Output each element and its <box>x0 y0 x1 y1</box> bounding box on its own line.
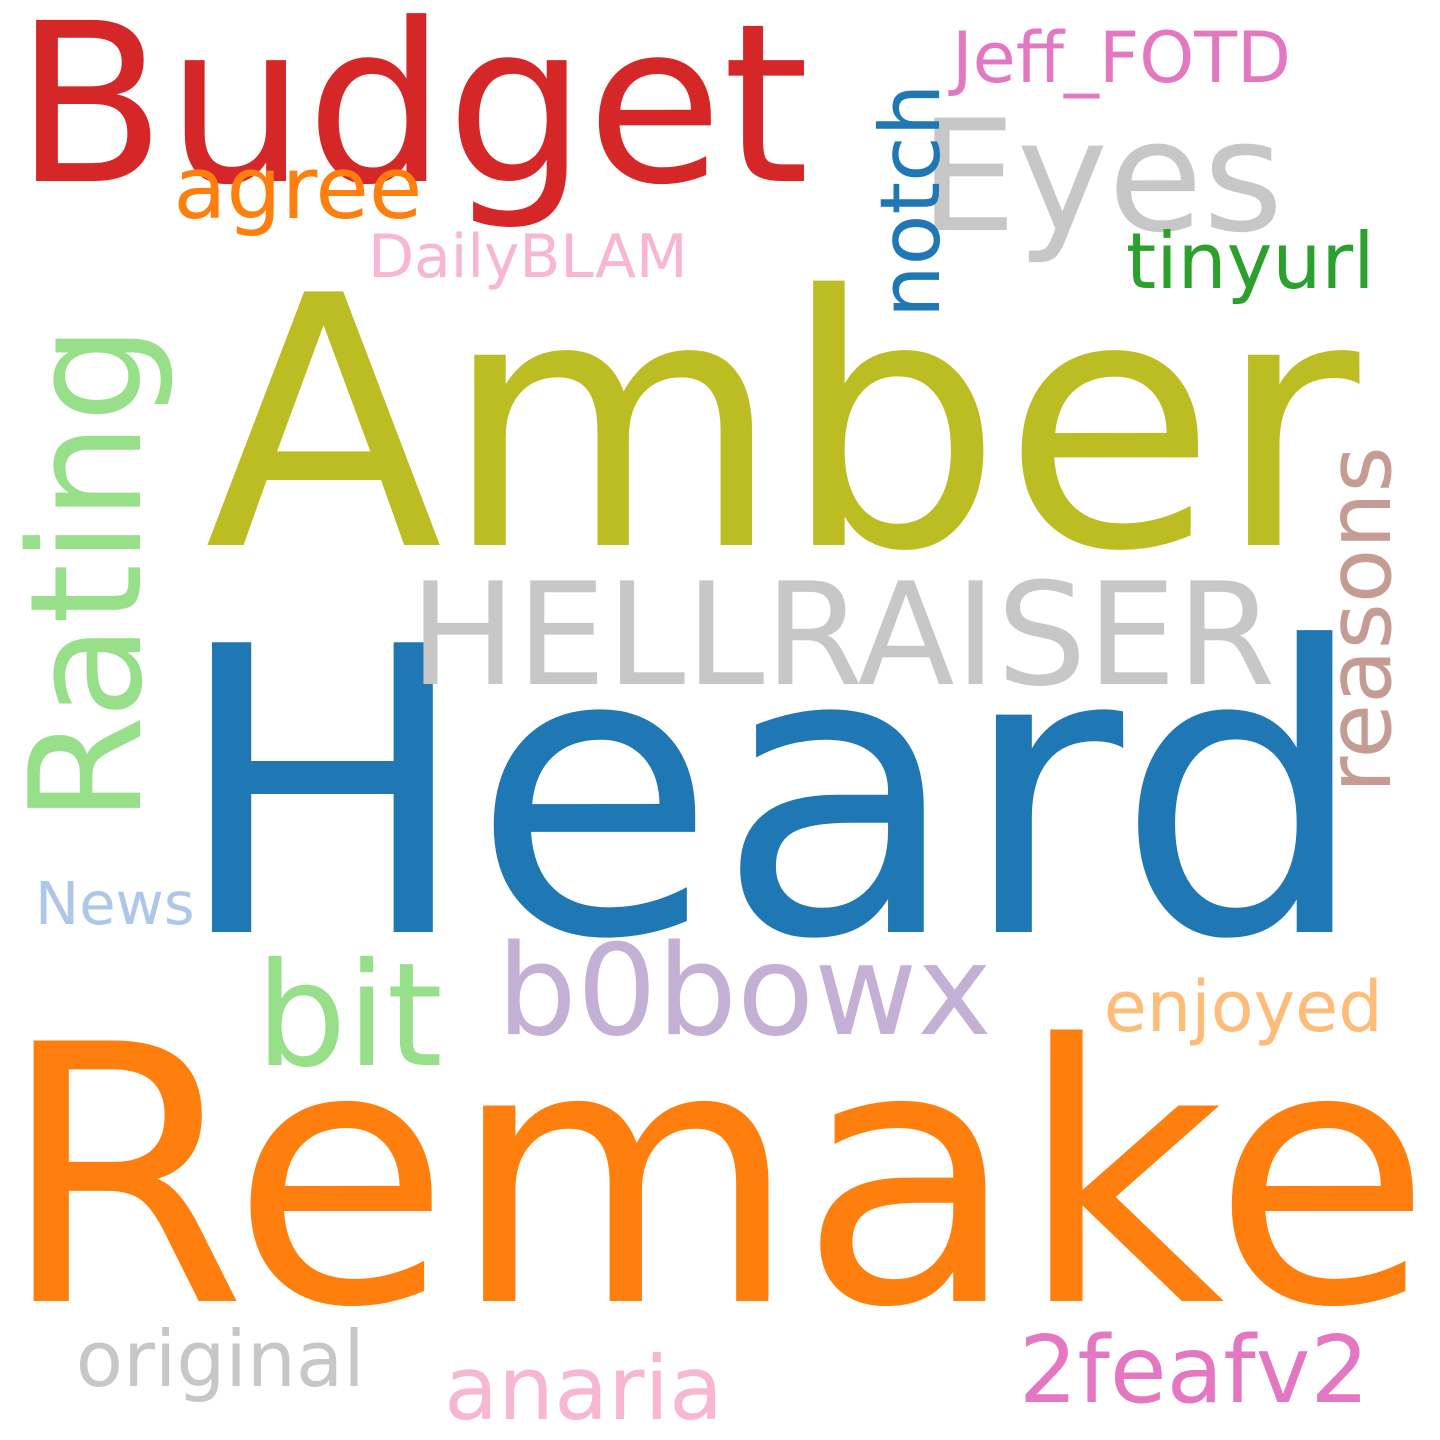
word-notch: notch <box>862 83 960 318</box>
word-original: original <box>75 1314 365 1405</box>
word-dailyblam: DailyBLAM <box>368 222 688 293</box>
word-budget: Budget <box>14 0 810 234</box>
word-rating: Rating <box>0 324 177 824</box>
word-anaria: anaria <box>444 1336 724 1440</box>
word-amber: Amber <box>204 222 1360 628</box>
word-2feafv2: 2feafv2 <box>1018 1316 1370 1425</box>
word-bit: bit <box>255 931 443 1099</box>
word-agree: agree <box>173 137 423 239</box>
word-enjoyed: enjoyed <box>1103 966 1383 1049</box>
word-news: News <box>35 868 195 938</box>
word-b0bowx: b0bowx <box>496 916 992 1064</box>
word-reasons: reasons <box>1307 445 1411 793</box>
word-heard: Heard <box>173 562 1369 1026</box>
word-hellraiser: HELLRAISER <box>409 551 1276 718</box>
word-remake: Remake <box>0 969 1432 1386</box>
word-jeff-fotd: Jeff_FOTD <box>952 16 1291 99</box>
word-eyes: Eyes <box>919 88 1284 268</box>
word-tinyurl: tinyurl <box>1125 216 1375 307</box>
